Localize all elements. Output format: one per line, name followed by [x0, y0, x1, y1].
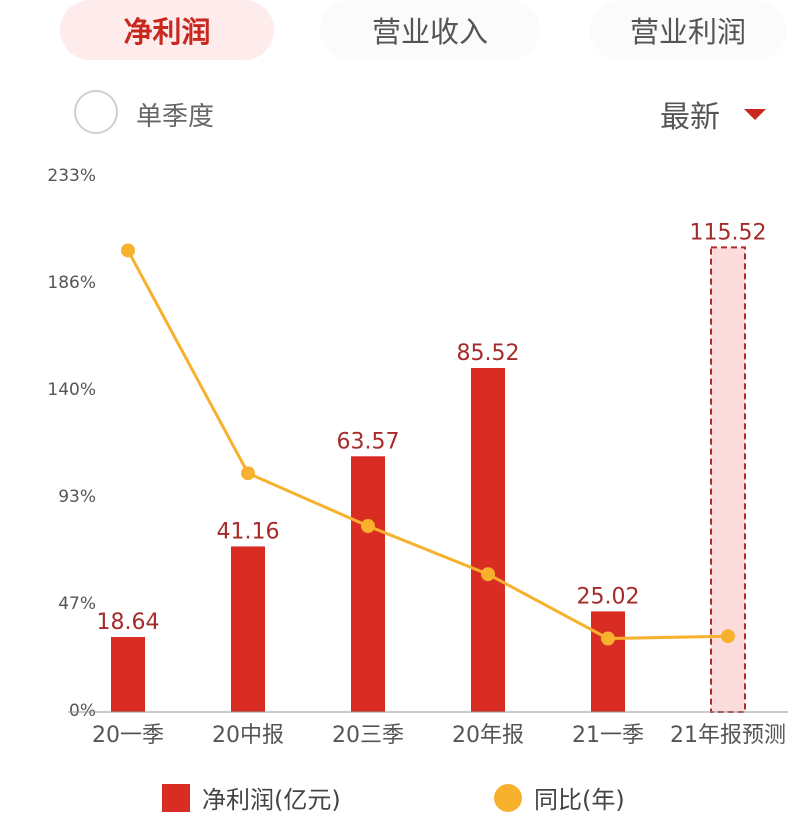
bar-swatch-icon — [162, 783, 190, 812]
tab-operating-profit[interactable]: 营业利润 — [590, 0, 786, 60]
yoy-point[interactable] — [121, 243, 135, 258]
single-quarter-label: 单季度 — [136, 102, 215, 132]
bar[interactable] — [471, 367, 505, 712]
x-tick-label: 20年报 — [452, 723, 524, 748]
y-tick-label: 233% — [47, 166, 96, 186]
sort-dropdown[interactable]: 最新 — [660, 92, 766, 136]
x-axis-ticks: 20一季 20中报 20三季 20年报 21一季 21年报预测 — [92, 723, 786, 748]
dot-swatch-icon — [494, 783, 522, 812]
bar-value-label: 18.64 — [97, 610, 160, 635]
y-tick-label: 140% — [47, 380, 96, 400]
tab-net-profit[interactable]: 净利润 — [60, 0, 274, 60]
caret-down-icon — [744, 108, 766, 120]
yoy-line-series — [121, 243, 735, 646]
y-tick-label: 186% — [47, 273, 96, 293]
bar[interactable] — [591, 611, 625, 712]
bar-value-label: 63.57 — [337, 429, 400, 454]
bars — [111, 246, 746, 713]
yoy-point[interactable] — [361, 519, 375, 534]
tab-bar: 净利润 营业收入 营业利润 — [0, 0, 800, 62]
bar-value-label: 41.16 — [217, 519, 280, 544]
legend-item-yoy[interactable]: 同比(年) — [494, 780, 625, 815]
bar[interactable] — [351, 456, 385, 712]
tab-revenue[interactable]: 营业收入 — [320, 0, 540, 60]
chart-controls: 单季度 最新 — [0, 88, 800, 144]
x-tick-label: 20三季 — [332, 723, 404, 748]
legend-label-net-profit: 净利润(亿元) — [202, 786, 341, 814]
y-axis-ticks: 0% 47% 93% 140% 186% 233% — [47, 166, 96, 721]
legend-item-net-profit[interactable]: 净利润(亿元) — [162, 780, 341, 815]
yoy-line — [126, 249, 729, 641]
bar-value-label: 85.52 — [457, 341, 520, 366]
yoy-point[interactable] — [721, 629, 735, 644]
y-tick-label: 93% — [58, 487, 96, 507]
x-tick-label: 20中报 — [212, 723, 284, 748]
sort-label: 最新 — [660, 100, 720, 135]
bar-value-labels: 18.64 41.16 63.57 85.52 25.02 115.52 — [97, 220, 767, 635]
legend-label-yoy: 同比(年) — [534, 786, 625, 814]
y-tick-label: 47% — [58, 594, 96, 614]
bar-value-label: 25.02 — [577, 584, 640, 609]
single-quarter-radio[interactable] — [74, 90, 118, 134]
yoy-point[interactable] — [241, 466, 255, 481]
x-tick-label: 20一季 — [92, 723, 164, 748]
x-tick-label: 21一季 — [572, 723, 644, 748]
bar[interactable] — [231, 546, 265, 712]
net-profit-chart: 0% 47% 93% 140% 186% 233% 18.64 41.16 63.57 85.5… — [47, 166, 788, 748]
yoy-point[interactable] — [601, 631, 615, 646]
yoy-point[interactable] — [481, 567, 495, 582]
x-tick-label: 21年报预测 — [670, 723, 786, 748]
bar-value-label: 115.52 — [690, 220, 767, 245]
y-tick-label: 0% — [69, 701, 96, 721]
legend: 净利润(亿元) 同比(年) — [0, 772, 800, 822]
bar[interactable] — [111, 637, 145, 712]
